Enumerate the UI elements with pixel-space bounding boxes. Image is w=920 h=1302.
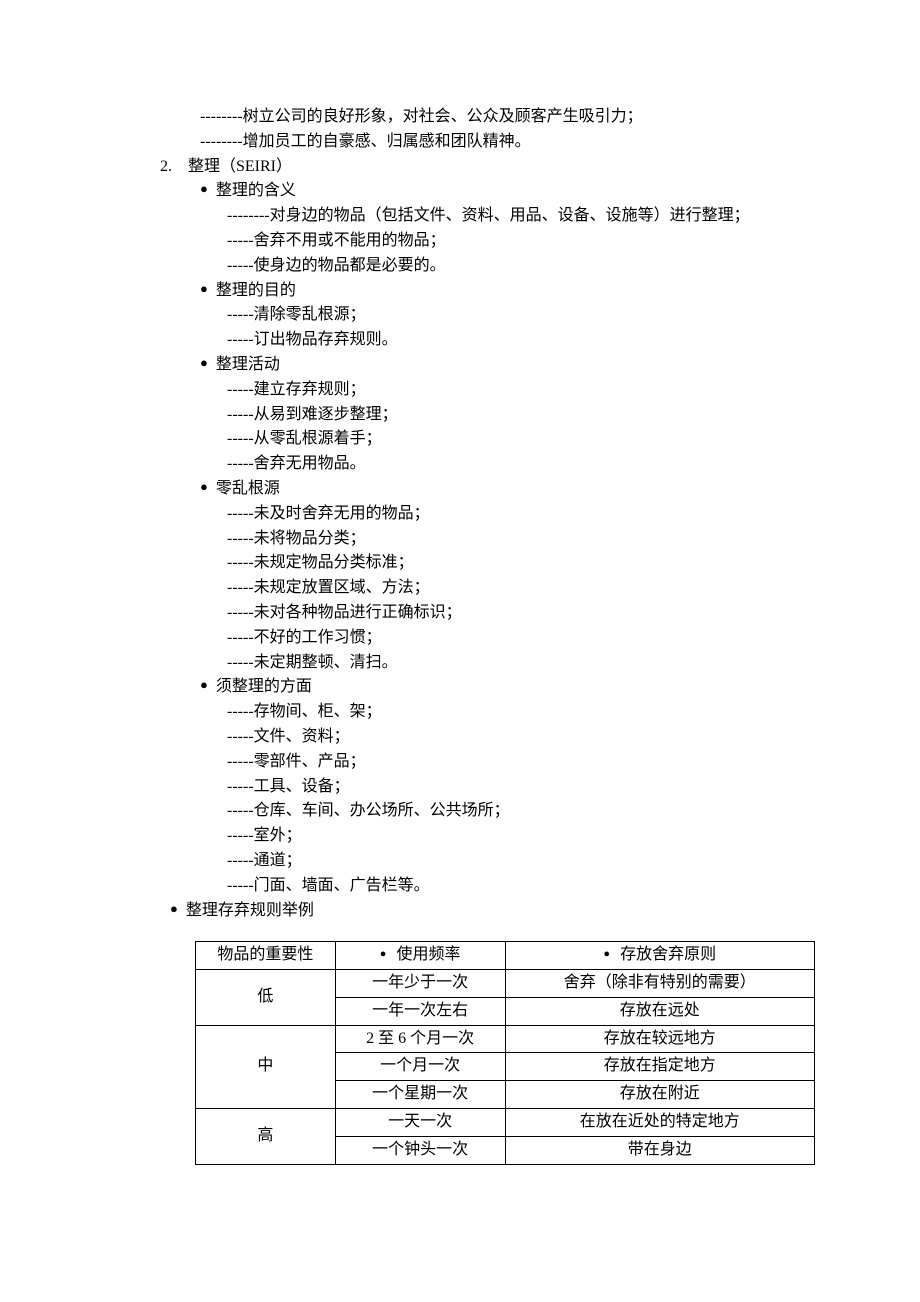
dash-line: -----未定期整顿、清扫。 <box>90 651 830 676</box>
table-cell: 一个月一次 <box>335 1053 505 1081</box>
dash-line: -----文件、资料； <box>90 725 830 750</box>
bullet-heading: 整理活动 <box>90 353 830 378</box>
table-cell: 带在身边 <box>505 1136 815 1164</box>
dash-line: -----建立存弃规则； <box>90 378 830 403</box>
table-cell: 一年少于一次 <box>335 970 505 998</box>
dash-line: -----门面、墙面、广告栏等。 <box>90 874 830 899</box>
dash-line: -----零部件、产品； <box>90 750 830 775</box>
table-cell: 2 至 6 个月一次 <box>335 1025 505 1053</box>
intro-line: --------树立公司的良好形象，对社会、公众及顾客产生吸引力； <box>90 105 830 130</box>
dash-line: -----未规定放置区域、方法； <box>90 576 830 601</box>
table-cell: 在放在近处的特定地方 <box>505 1109 815 1137</box>
dash-line: -----从易到难逐步整理； <box>90 403 830 428</box>
table-row: 低一年少于一次舍弃（除非有特别的需要） <box>196 970 815 998</box>
dash-line: -----工具、设备； <box>90 775 830 800</box>
section-heading: 2.整理（SEIRI） <box>90 155 830 180</box>
table-cell: 存放在较远地方 <box>505 1025 815 1053</box>
table-header: 使用频率 <box>335 942 505 970</box>
dash-line: -----使身边的物品都是必要的。 <box>90 254 830 279</box>
section-title: 整理（SEIRI） <box>188 155 292 180</box>
table-cell: 存放在指定地方 <box>505 1053 815 1081</box>
bullet-heading: 零乱根源 <box>90 477 830 502</box>
level-cell: 中 <box>196 1025 336 1108</box>
dash-line: --------对身边的物品（包括文件、资料、用品、设备、设施等）进行整理； <box>90 204 830 229</box>
bullet-heading: 整理存弃规则举例 <box>90 899 830 924</box>
intro-line: --------增加员工的自豪感、归属感和团队精神。 <box>90 130 830 155</box>
table-row: 中2 至 6 个月一次存放在较远地方 <box>196 1025 815 1053</box>
table-row: 高一天一次在放在近处的特定地方 <box>196 1109 815 1137</box>
table-cell: 存放在远处 <box>505 997 815 1025</box>
section-number: 2. <box>160 155 188 180</box>
dash-line: -----未及时舍弃无用的物品； <box>90 502 830 527</box>
dash-line: -----仓库、车间、办公场所、公共场所； <box>90 799 830 824</box>
dash-line: -----存物间、柜、架； <box>90 700 830 725</box>
level-cell: 低 <box>196 970 336 1026</box>
bullet-heading: 须整理的方面 <box>90 675 830 700</box>
dash-line: -----订出物品存弃规则。 <box>90 328 830 353</box>
dash-line: -----清除零乱根源； <box>90 303 830 328</box>
dash-line: -----未对各种物品进行正确标识； <box>90 601 830 626</box>
dash-line: -----未将物品分类； <box>90 527 830 552</box>
table-cell: 一年一次左右 <box>335 997 505 1025</box>
table-cell: 一个钟头一次 <box>335 1136 505 1164</box>
table-header: 存放舍弃原则 <box>505 942 815 970</box>
rules-table: 物品的重要性使用频率存放舍弃原则低一年少于一次舍弃（除非有特别的需要）一年一次左… <box>195 941 815 1164</box>
table-cell: 一天一次 <box>335 1109 505 1137</box>
bullet-heading: 整理的含义 <box>90 179 830 204</box>
document-body: --------树立公司的良好形象，对社会、公众及顾客产生吸引力；-------… <box>90 105 830 1165</box>
table-cell: 舍弃（除非有特别的需要） <box>505 970 815 998</box>
dash-line: -----室外； <box>90 824 830 849</box>
dash-line: -----舍弃不用或不能用的物品； <box>90 229 830 254</box>
table-cell: 存放在附近 <box>505 1081 815 1109</box>
level-cell: 高 <box>196 1109 336 1165</box>
dash-line: -----舍弃无用物品。 <box>90 452 830 477</box>
table-header: 物品的重要性 <box>196 942 336 970</box>
dash-line: -----未规定物品分类标准； <box>90 551 830 576</box>
table-cell: 一个星期一次 <box>335 1081 505 1109</box>
dash-line: -----不好的工作习惯； <box>90 626 830 651</box>
bullet-heading: 整理的目的 <box>90 279 830 304</box>
dash-line: -----从零乱根源着手； <box>90 427 830 452</box>
dash-line: -----通道； <box>90 849 830 874</box>
